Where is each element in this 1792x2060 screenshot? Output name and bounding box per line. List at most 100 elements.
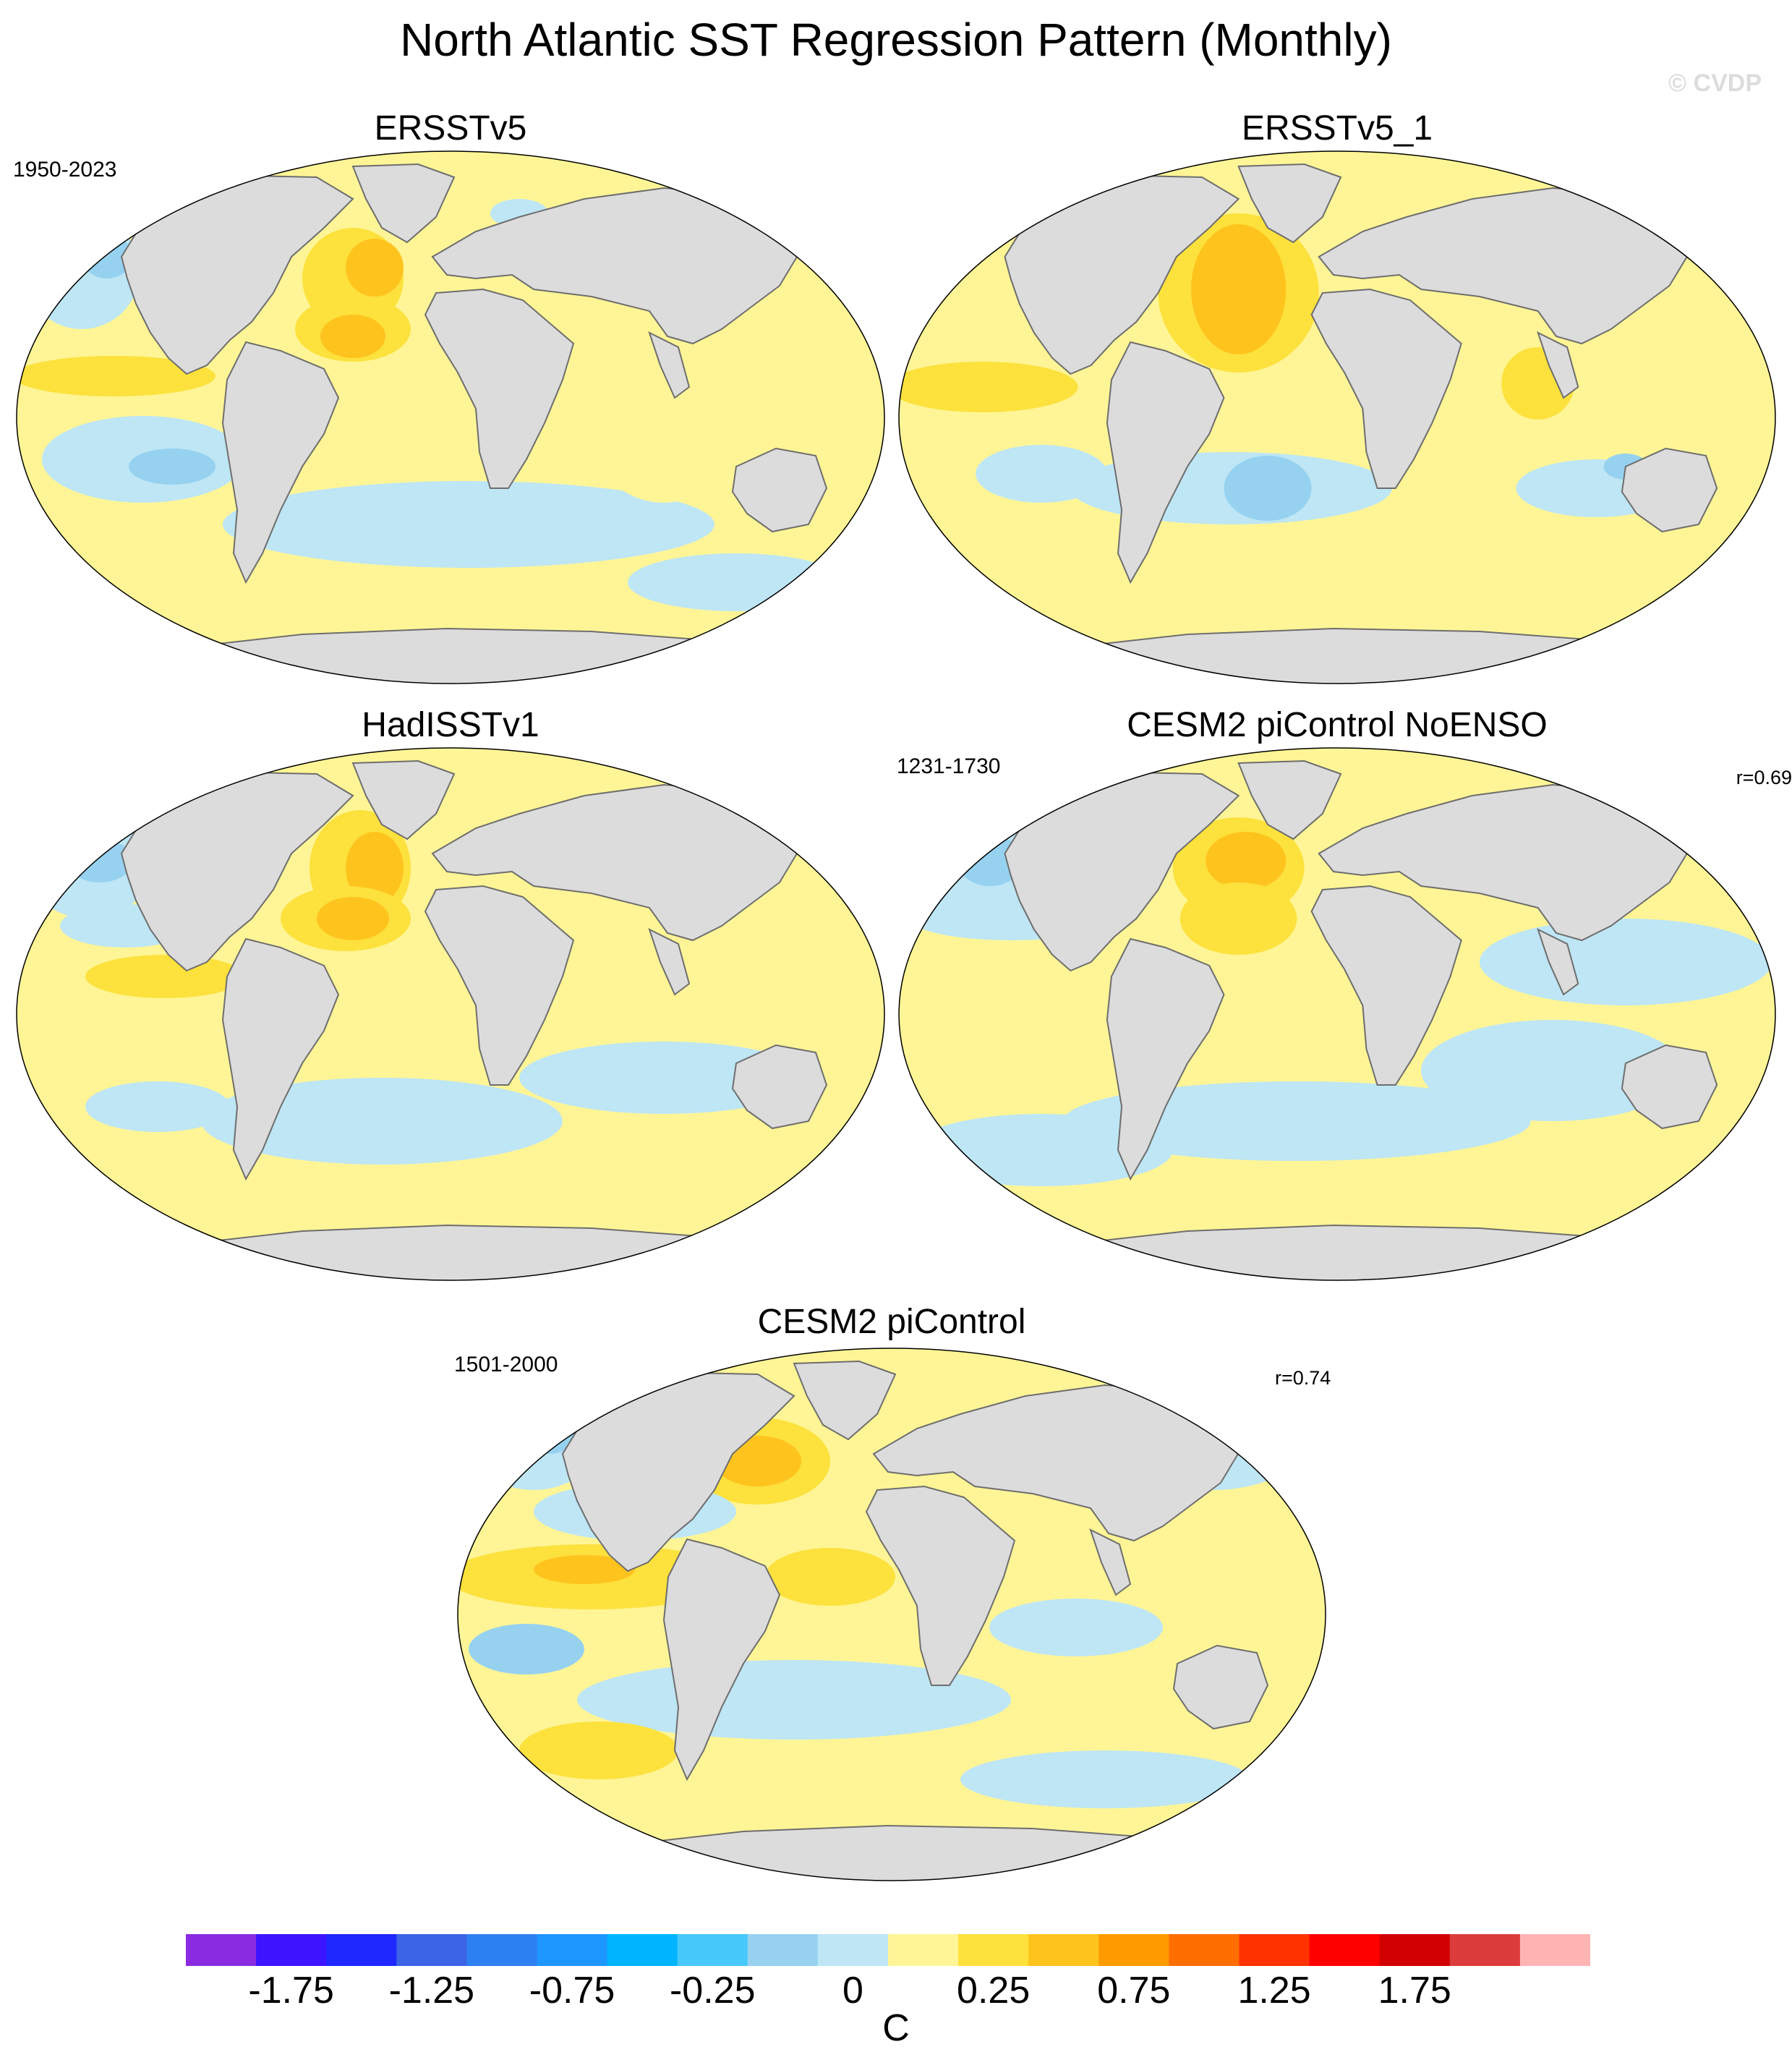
colorbar-segment [326,1934,397,1966]
positive-anomaly-region [317,897,389,940]
colorbar-segment [1519,1934,1590,1966]
panel-hadisstv1: HadISSTv1 [13,705,888,1284]
map-frame [898,747,1776,1281]
landmass-india-se-asia [1536,331,1579,399]
panel-title: ERSSTv5 [374,109,527,148]
colorbar-segment [607,1934,678,1966]
colorbar-tick-label: 0 [842,1970,863,2012]
positive-anomaly-region [346,832,404,904]
weak-anomaly-region [577,300,751,503]
landmass-australia [1172,1644,1269,1730]
map-frame [898,150,1776,684]
colorbar-segment [1239,1934,1310,1966]
colorbar-segment [747,1934,819,1966]
landmass-africa [424,288,575,489]
landmass-eurasia [1318,187,1692,345]
landmass-greenland [1237,163,1342,244]
colorbar-segment [888,1934,959,1966]
world-map [898,747,1776,1281]
colorbar-segment [1449,1934,1521,1966]
colorbar-tick-label: 0.25 [957,1970,1031,2012]
colorbar-tick-label: -0.25 [669,1970,756,2012]
colorbar-segment [958,1934,1029,1966]
positive-anomaly-region [534,1555,635,1584]
panel-title: ERSSTv5_1 [1241,109,1433,148]
landmass-australia [731,1044,828,1130]
colorbar-tick-label: -1.75 [248,1970,334,2012]
world-map [898,150,1776,684]
landmass-africa [1310,288,1462,489]
landmass-africa [1310,885,1462,1086]
colorbar-tick-label: 1.75 [1378,1970,1451,2012]
map-frame [16,747,885,1281]
landmass-india-se-asia [648,331,691,399]
landmass-australia [1621,447,1718,533]
negative-anomaly-region [1224,456,1312,521]
colorbar-segment [186,1934,257,1966]
positive-anomaly-region [765,1548,895,1606]
panel-ersstv5: ERSSTv5 1950-2023 [13,108,888,687]
panel-title: CESM2 piControl [757,1303,1026,1341]
panel-period: 1501-2000 [454,1353,558,1376]
landmass-eurasia [872,1384,1244,1542]
landmass-eurasia [1318,783,1692,942]
negative-anomaly-region [628,553,845,611]
landmass-africa [865,1485,1016,1686]
colorbar-tick-label: 1.25 [1237,1970,1311,2012]
positive-anomaly-region [1206,832,1287,890]
landmass-south-america [662,1538,781,1782]
panel-period: 1950-2023 [13,158,117,182]
colorbar-tick-labels: -1.75 -1.25 -0.75 -0.25 0 0.25 0.75 1.25 1.75 [0,1969,1792,2012]
negative-anomaly-region [129,448,216,485]
landmass-eurasia [431,187,803,345]
negative-anomaly-region [67,839,132,882]
negative-anomaly-region [1479,919,1772,1005]
landmass-india-se-asia [1089,1528,1132,1596]
landmass-greenland [1237,759,1342,840]
pattern-correlation: r=0.74 [1275,1367,1331,1389]
panel-title: CESM2 piControl NoENSO [1127,706,1548,744]
positive-anomaly-region [85,955,244,998]
colorbar-segment [677,1934,748,1966]
panel-cesm2-picontrol-noenso: CESM2 piControl NoENSO 1231-1730 r=0.69 [895,705,1792,1284]
positive-anomaly-region [899,362,1078,412]
negative-anomaly-region [223,481,714,568]
landmass-australia [1621,1044,1718,1130]
positive-anomaly-region [1191,224,1287,354]
landmass-eurasia [431,783,803,942]
negative-anomaly-region [989,1599,1163,1656]
colorbar-segment [396,1934,467,1966]
negative-anomaly-region [519,1042,808,1114]
colorbar-tick-label: -0.75 [529,1970,615,2012]
positive-anomaly-region [17,356,216,396]
colorbar-segment [1379,1934,1451,1966]
world-map [16,150,885,684]
colorbar-units: C [882,2007,910,2049]
landmass-south-america [1106,341,1225,584]
landmass-india-se-asia [648,928,691,996]
colorbar-tick-label: -1.25 [388,1970,475,2012]
landmass-south-america [221,937,340,1181]
landmass-africa [424,885,575,1086]
negative-anomaly-region [1421,1020,1684,1121]
positive-anomaly-region [1179,882,1297,955]
negative-anomaly-region [201,1078,563,1165]
colorbar-segment [256,1934,327,1966]
panel-period: 1231-1730 [897,754,1001,778]
figure-title: North Atlantic SST Regression Pattern (M… [400,14,1392,66]
negative-anomaly-region [960,1750,1250,1808]
positive-anomaly-region [320,315,385,358]
colorbar-segment [1028,1934,1099,1966]
colorbar-segment [1309,1934,1381,1966]
cvdp-watermark: © CVDP [1668,69,1762,97]
landmass-south-america [1106,937,1225,1181]
landmass-greenland [351,759,456,840]
landmass-india-se-asia [1536,928,1579,996]
colorbar-segment [466,1934,537,1966]
colorbar [186,1934,1590,1966]
colorbar-segment [1169,1934,1240,1966]
positive-anomaly-region [519,1721,678,1779]
landmass-greenland [793,1360,897,1441]
colorbar-segment [817,1934,889,1966]
panel-cesm2-picontrol: CESM2 piControl 1501-2000 r=0.74 [454,1302,1331,1910]
